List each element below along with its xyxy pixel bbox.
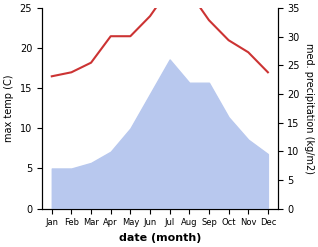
X-axis label: date (month): date (month) [119,233,201,243]
Y-axis label: max temp (C): max temp (C) [4,75,14,142]
Y-axis label: med. precipitation (kg/m2): med. precipitation (kg/m2) [304,43,314,174]
